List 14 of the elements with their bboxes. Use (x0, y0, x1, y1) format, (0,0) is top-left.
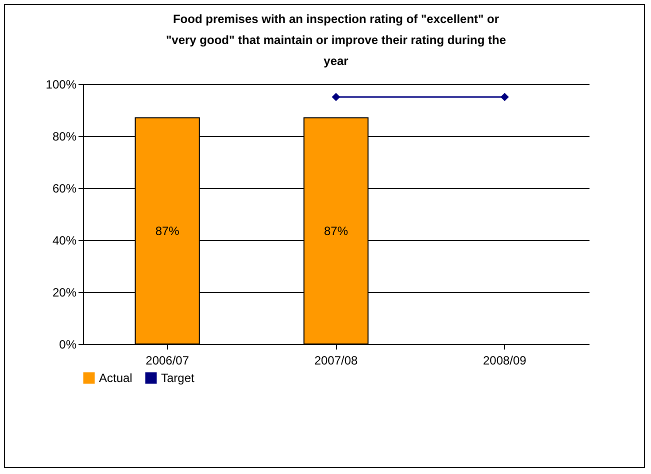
legend-label: Target (161, 371, 196, 385)
legend-label: Actual (99, 371, 132, 385)
y-tick-label: 100% (46, 78, 77, 92)
x-tick-label: 2008/09 (482, 354, 527, 368)
y-tick-label: 20% (52, 286, 77, 300)
y-tick-label: 80% (52, 130, 77, 144)
y-tick-label: 0% (59, 338, 77, 352)
x-tick-label: 2007/08 (314, 354, 358, 368)
x-tick-label: 2006/07 (146, 354, 190, 368)
data-label: 87% (324, 224, 348, 238)
y-tick-label: 40% (52, 234, 77, 248)
y-tick-label: 60% (52, 182, 77, 196)
data-label: 87% (155, 224, 180, 238)
chart-title: Food premises with an inspection rating of "excellent" or "very good" that maintain or improve their rating during the year (166, 12, 506, 68)
